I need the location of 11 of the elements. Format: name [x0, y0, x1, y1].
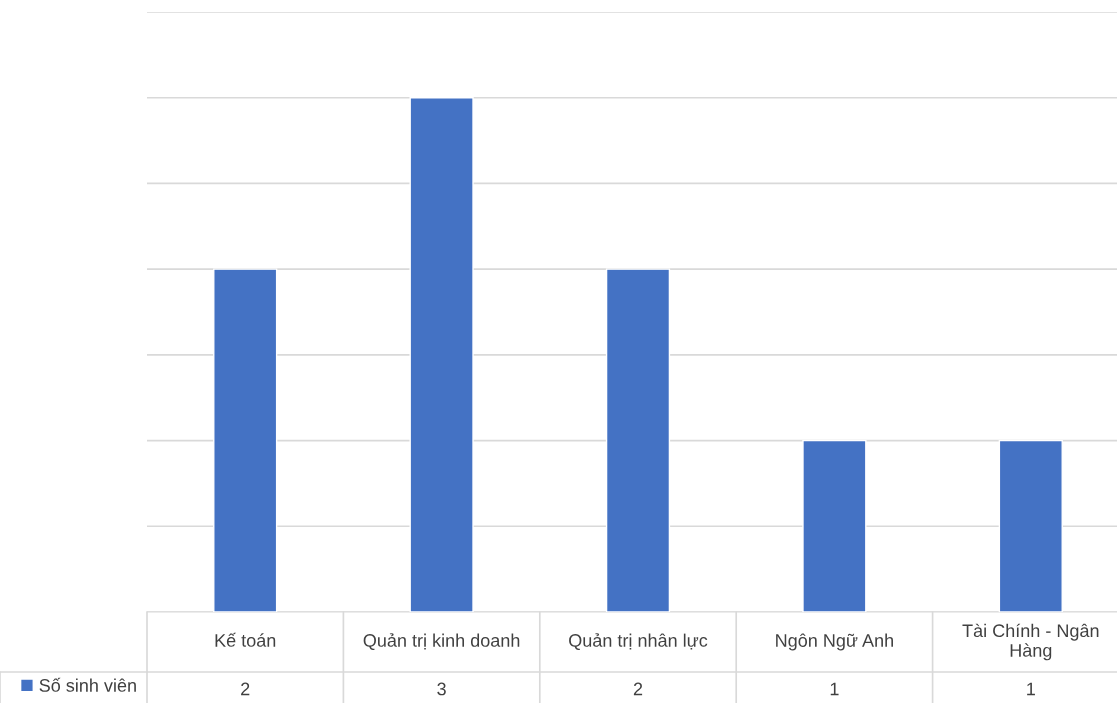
data-label: 2 [633, 682, 643, 696]
x-tick-label: Quản trị kinh doanh [363, 633, 520, 651]
data-label: 3 [437, 682, 446, 696]
x-tick-label: Tài Chính - Ngân Hàng [962, 623, 1099, 661]
data-label: 1 [1027, 682, 1035, 696]
data-label: 1 [830, 682, 839, 696]
legend-label: Số sinh viên [39, 677, 136, 692]
x-tick-label: Quản trị nhân lực [569, 633, 708, 651]
data-label: 2 [241, 682, 250, 696]
x-tick-label: Kế toán [215, 632, 276, 647]
x-tick-label: Ngôn Ngữ Anh [776, 633, 893, 651]
